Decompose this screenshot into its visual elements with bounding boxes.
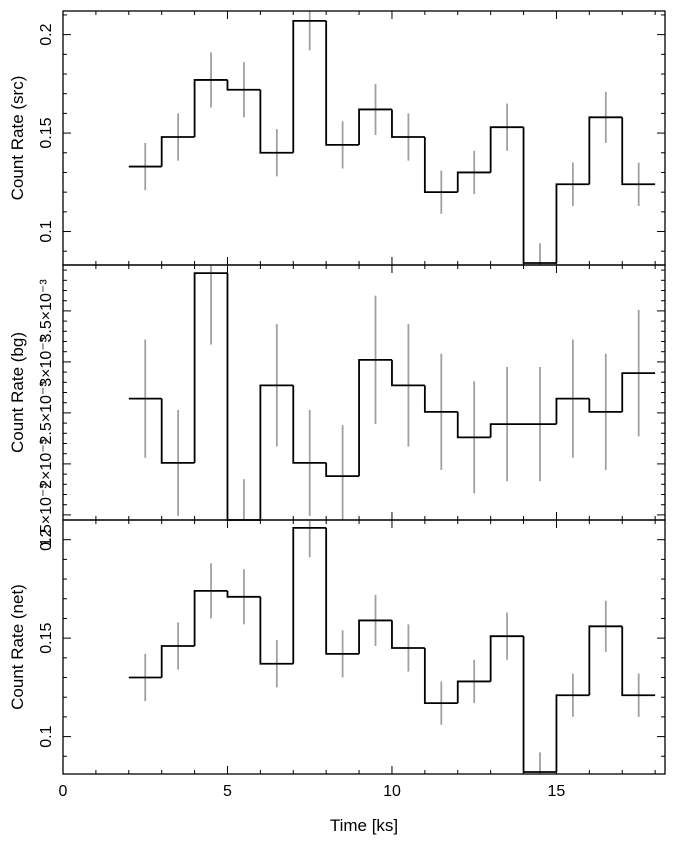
step-bin-src-15 [621, 117, 656, 186]
step-bin-net-9 [423, 647, 458, 705]
step-bin-src-10 [456, 171, 491, 193]
step-bin-src-3 [226, 79, 261, 91]
step-bin-net-8 [391, 620, 425, 649]
step-bin-bg-4 [259, 384, 294, 520]
y-tick-label-net-1: 0.15 [38, 622, 55, 653]
step-bin-src-1 [160, 136, 195, 167]
x-tick-label-2: 10 [383, 783, 401, 800]
y-tick-label-bg-2: 2.5×10⁻³ [38, 381, 55, 445]
step-bin-src-11 [489, 126, 524, 173]
step-bin-net-12 [522, 636, 557, 773]
step-bin-bg-13 [555, 397, 590, 425]
y-tick-label-bg-1: 2×10⁻³ [38, 438, 55, 488]
y-axis-label-src: Count Rate (src) [8, 76, 27, 201]
step-bin-net-7 [358, 619, 392, 654]
y-axis-label-net: Count Rate (net) [8, 584, 27, 710]
step-bin-bg-11 [489, 423, 524, 438]
y-tick-label-bg-3: 3×10⁻³ [38, 336, 55, 386]
step-bin-src-6 [325, 20, 360, 146]
step-bin-net-4 [259, 596, 294, 665]
step-bin-bg-8 [391, 359, 425, 387]
plot-frame-bg [62, 264, 666, 521]
y-tick-label-bg-0: 1.5×10⁻³ [38, 483, 55, 547]
step-bin-bg-6 [325, 462, 360, 478]
step-bin-net-15 [621, 626, 656, 697]
step-bin-src-9 [423, 137, 458, 194]
step-bin-src-13 [555, 183, 590, 264]
y-tick-label-bg-4: 3.5×10⁻³ [38, 279, 55, 343]
step-bin-net-10 [456, 680, 491, 704]
step-bin-net-14 [588, 625, 623, 696]
y-tick-label-net-2: 0.2 [38, 528, 55, 550]
panel-src: 0.1 0.15 0.2 Count Rate (src) [8, 10, 666, 266]
step-bin-bg-7 [358, 358, 392, 477]
step-bin-src-12 [522, 127, 557, 264]
y-tick-label-src-2: 0.2 [38, 23, 55, 45]
plot-frame-src [62, 10, 666, 266]
y-axis-label-bg: Count Rate (bg) [8, 332, 27, 453]
step-bin-net-13 [555, 694, 590, 773]
step-bin-src-7 [358, 108, 392, 145]
step-bin-src-8 [391, 109, 425, 138]
step-bin-src-5 [292, 19, 327, 153]
step-bin-net-2 [193, 589, 228, 647]
step-bin-src-4 [259, 89, 294, 154]
panel-bg: 1.5×10⁻³2×10⁻³2.5×10⁻³3×10⁻³3.5×10⁻³ Coun… [8, 264, 666, 547]
step-bin-net-6 [325, 527, 360, 655]
y-tick-label-src-1: 0.15 [38, 117, 55, 148]
step-bin-bg-10 [456, 411, 491, 439]
y-tick-label-net-0: 0.1 [38, 725, 55, 747]
plot-frame-net [62, 519, 666, 775]
step-bin-bg-15 [621, 372, 656, 412]
step-bin-net-1 [160, 645, 195, 678]
step-bin-net-11 [489, 635, 524, 682]
step-bin-bg-9 [423, 385, 458, 413]
step-bin-bg-5 [292, 385, 327, 464]
step-bin-bg-2 [193, 272, 228, 463]
x-tick-label-3: 15 [548, 783, 566, 800]
step-bin-bg-14 [588, 398, 623, 413]
x-axis-label: Time [ks] [330, 816, 398, 835]
x-tick-label-0: 0 [59, 783, 68, 800]
step-bin-bg-1 [160, 398, 195, 464]
step-bin-src-2 [193, 79, 228, 138]
step-bin-net-5 [292, 526, 327, 664]
step-bin-net-3 [226, 590, 261, 598]
x-tick-label-1: 5 [223, 783, 232, 800]
y-tick-label-src-0: 0.1 [38, 220, 55, 242]
step-bin-src-14 [588, 116, 623, 185]
panel-net: 0.1 0.15 0.2 Count Rate (net) 0 5 10 15 Time [ks… [8, 519, 666, 835]
